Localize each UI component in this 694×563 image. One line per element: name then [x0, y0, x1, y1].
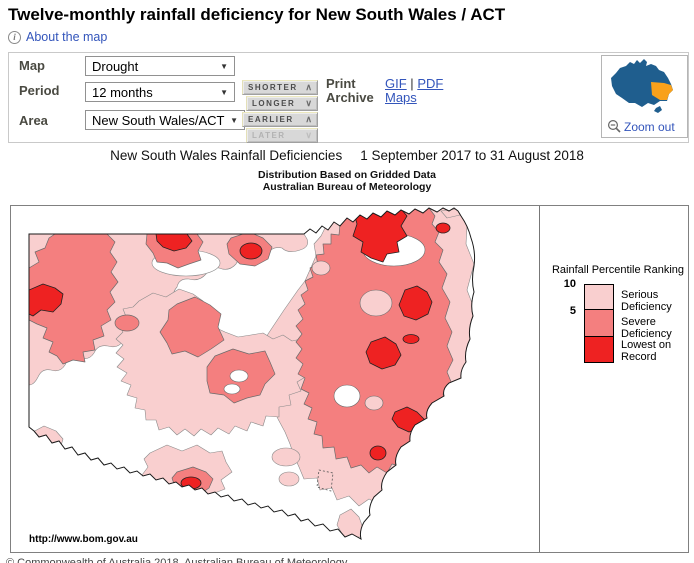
map-subtitle-1: Distribution Based on Gridded Data	[258, 169, 436, 181]
longer-button[interactable]: LONGER ∨	[246, 96, 318, 111]
link-separator: |	[410, 76, 414, 91]
about-the-map-link[interactable]: About the map	[26, 30, 108, 44]
lowest-on-record-regions	[29, 208, 451, 490]
map-heading: New South Wales Rainfall Deficiencies 1 S…	[0, 148, 694, 163]
period-select-value: 12 months	[92, 85, 153, 100]
area-label: Area	[19, 113, 48, 128]
later-button[interactable]: LATER ∨	[246, 128, 318, 143]
gif-link[interactable]: GIF	[385, 76, 407, 91]
page-title: Twelve-monthly rainfall deficiency for N…	[8, 5, 506, 24]
map-select[interactable]: Drought ▼	[85, 56, 235, 76]
legend-separator	[539, 206, 540, 552]
nsw-contour-map	[11, 206, 688, 552]
zoom-out-link[interactable]: Zoom out	[624, 119, 675, 134]
map-label: Map	[19, 58, 45, 73]
earlier-button-label: EARLIER	[248, 115, 294, 124]
zoom-out-icon	[607, 119, 621, 133]
down-arrow-icon: ∨	[305, 98, 312, 108]
map-heading-text: New South Wales Rainfall Deficiencies	[110, 148, 343, 163]
about-the-map-row: i About the map	[8, 29, 107, 45]
map-select-value: Drought	[92, 59, 139, 74]
legend-title: Rainfall Percentile Ranking	[551, 264, 685, 276]
longer-button-label: LONGER	[252, 99, 296, 108]
legend-label-lowest: Lowest on Record	[621, 339, 672, 363]
up-arrow-icon: ∧	[305, 114, 312, 124]
severe-deficiency-swatch	[585, 310, 613, 337]
map-heading-period: 1 September 2017 to 31 August 2018	[360, 148, 584, 163]
bom-url-text: http://www.bom.gov.au	[29, 534, 138, 545]
map-subtitle-2: Australian Bureau of Meteorology	[262, 181, 432, 193]
legend-tick-5: 5	[569, 305, 576, 317]
archive-label: Archive	[326, 90, 374, 105]
shorter-button-label: SHORTER	[248, 83, 298, 92]
nsw-outline	[28, 207, 476, 540]
earlier-button[interactable]: EARLIER ∧	[242, 112, 318, 127]
lowest-on-record-swatch	[585, 337, 613, 362]
act-border	[316, 469, 334, 492]
info-icon: i	[8, 30, 21, 44]
legend-label-severe: Severe Deficiency	[621, 316, 672, 340]
area-select-value: New South Wales/ACT	[92, 113, 225, 128]
australia-map-icon	[611, 59, 673, 113]
print-label: Print	[326, 76, 356, 91]
map-controls-panel: Map Drought ▼ Period 12 months ▼ Area Ne…	[8, 52, 689, 143]
later-button-label: LATER	[252, 131, 286, 140]
area-select[interactable]: New South Wales/ACT ▼	[85, 110, 245, 130]
archive-maps-link[interactable]: Maps	[385, 90, 417, 105]
period-label: Period	[19, 83, 60, 98]
copyright-line: © Commonwealth of Australia 2018, Austra…	[6, 557, 348, 563]
serious-deficiency-swatch	[585, 285, 613, 310]
up-arrow-icon: ∧	[305, 82, 312, 92]
select-dropdown-arrow-icon: ▼	[230, 116, 238, 125]
australia-locator-thumbnail[interactable]: Zoom out	[601, 55, 688, 138]
shorter-button[interactable]: SHORTER ∧	[242, 80, 318, 95]
legend-label-serious: Serious Deficiency	[621, 289, 672, 313]
legend-tick-10: 10	[563, 278, 576, 290]
rainfall-deficiency-map: Rainfall Percentile Ranking 10 5 Serious…	[10, 205, 689, 553]
period-select[interactable]: 12 months ▼	[85, 82, 235, 102]
select-dropdown-arrow-icon: ▼	[220, 88, 228, 97]
down-arrow-icon: ∨	[305, 130, 312, 140]
legend-swatches	[584, 284, 614, 363]
pdf-link[interactable]: PDF	[417, 76, 444, 91]
select-dropdown-arrow-icon: ▼	[220, 62, 228, 71]
